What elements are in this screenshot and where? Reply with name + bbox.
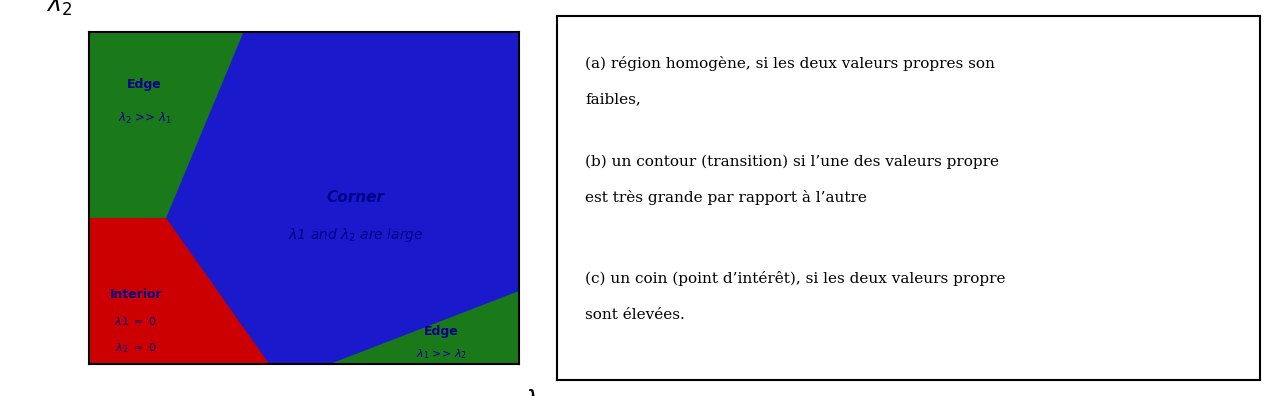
Text: $\lambda_2$: $\lambda_2$ <box>46 0 71 18</box>
Text: $\lambda_1$: $\lambda_1$ <box>523 388 549 396</box>
Text: $\lambda$1 and $\lambda_2$ are large: $\lambda$1 and $\lambda_2$ are large <box>287 226 423 244</box>
Text: (b) un contour (transition) si l’une des valeurs propre: (b) un contour (transition) si l’une des… <box>585 154 999 169</box>
Text: Edge: Edge <box>127 78 162 91</box>
Text: $\lambda_1$ >> $\lambda_2$: $\lambda_1$ >> $\lambda_2$ <box>417 347 467 361</box>
Text: Edge: Edge <box>424 325 460 337</box>
Text: (a) région homogène, si les deux valeurs propres son: (a) région homogène, si les deux valeurs… <box>585 56 995 71</box>
Text: (c) un coin (point d’intérêt), si les deux valeurs propre: (c) un coin (point d’intérêt), si les de… <box>585 270 1005 286</box>
Text: est très grande par rapport à l’autre: est très grande par rapport à l’autre <box>585 190 867 206</box>
Polygon shape <box>329 291 519 364</box>
Text: sont élevées.: sont élevées. <box>585 308 685 322</box>
Text: $\lambda_2$ >> $\lambda_1$: $\lambda_2$ >> $\lambda_1$ <box>118 110 171 126</box>
Polygon shape <box>89 218 270 364</box>
Text: Corner: Corner <box>327 190 385 206</box>
Text: $\lambda$1 $\approx$ 0: $\lambda$1 $\approx$ 0 <box>114 315 157 327</box>
Text: faibles,: faibles, <box>585 93 641 107</box>
Polygon shape <box>89 32 243 218</box>
Text: $\lambda_2$ $\approx$ 0: $\lambda_2$ $\approx$ 0 <box>115 341 157 354</box>
Text: Interior: Interior <box>110 288 162 301</box>
